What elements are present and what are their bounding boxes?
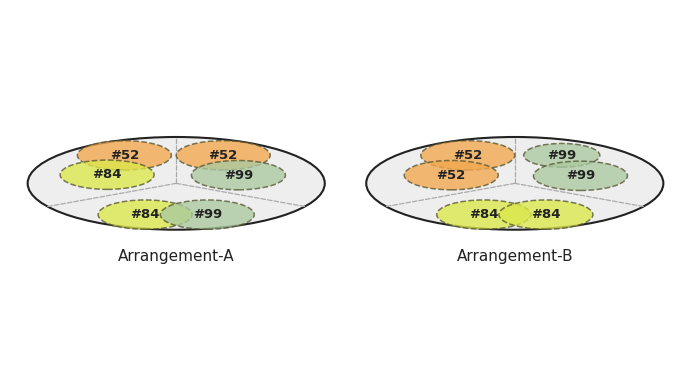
Text: #52: #52 [453, 149, 482, 162]
Ellipse shape [533, 161, 627, 190]
Ellipse shape [98, 200, 192, 229]
Ellipse shape [404, 161, 498, 190]
Text: #84: #84 [469, 208, 498, 221]
Text: #84: #84 [531, 208, 560, 221]
Text: Arrangement-A: Arrangement-A [118, 249, 234, 264]
Text: #52: #52 [110, 149, 139, 162]
Ellipse shape [421, 141, 515, 170]
Ellipse shape [60, 160, 154, 190]
Text: #84: #84 [93, 168, 122, 181]
Text: #99: #99 [547, 149, 576, 162]
Text: #84: #84 [131, 208, 160, 221]
Text: #52: #52 [209, 149, 238, 162]
Text: #99: #99 [566, 169, 595, 182]
Ellipse shape [191, 161, 285, 190]
Text: #52: #52 [437, 169, 466, 182]
Ellipse shape [437, 200, 531, 229]
Ellipse shape [499, 200, 593, 229]
Ellipse shape [176, 141, 270, 170]
Ellipse shape [160, 200, 254, 229]
Ellipse shape [77, 141, 171, 170]
Text: Arrangement-B: Arrangement-B [457, 249, 573, 264]
Ellipse shape [366, 137, 663, 230]
Ellipse shape [524, 144, 600, 167]
Text: #99: #99 [224, 169, 253, 182]
Ellipse shape [28, 137, 325, 230]
Text: #99: #99 [193, 208, 222, 221]
